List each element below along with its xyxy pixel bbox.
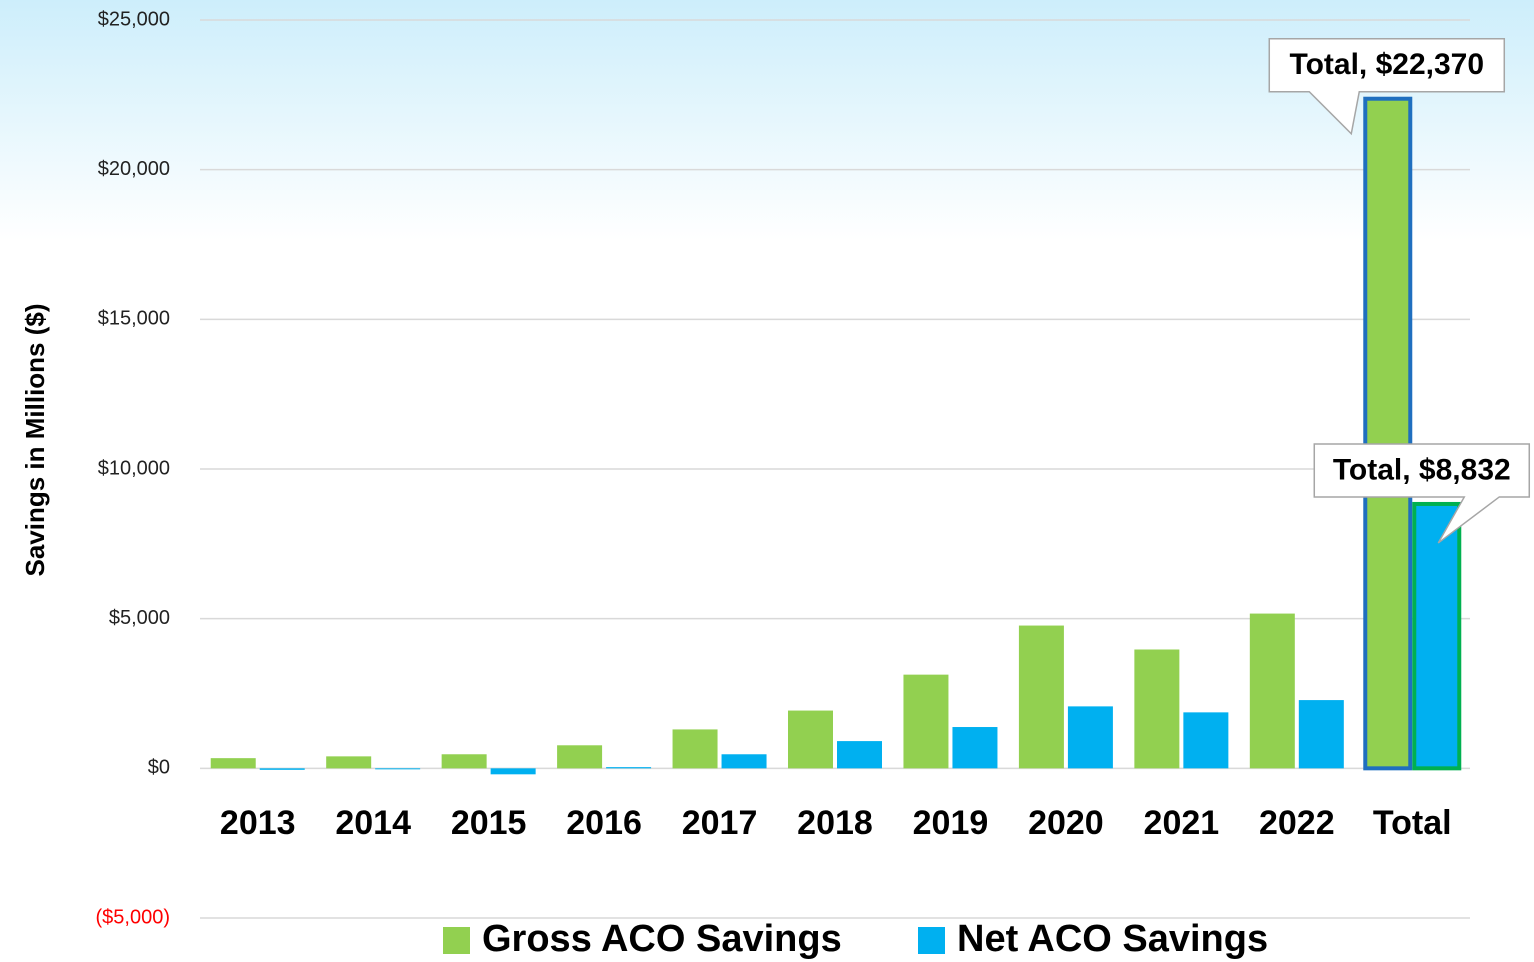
annotation: Total, $8,832: [1333, 453, 1511, 486]
bar: [1018, 625, 1064, 769]
bar: [375, 768, 421, 770]
bar: [1298, 700, 1344, 769]
y-tick-label: $10,000: [98, 457, 170, 479]
annotation: Total, $22,370: [1289, 48, 1484, 81]
bar: [1183, 712, 1229, 769]
legend-swatch: [443, 927, 470, 954]
callout: [1313, 443, 1531, 544]
x-tick-label: 2013: [220, 804, 296, 842]
bar: [721, 754, 767, 769]
y-tick-label: $25,000: [98, 8, 170, 30]
y-tick-label: $0: [148, 757, 170, 779]
bar: [490, 768, 536, 775]
x-tick-label: 2015: [451, 804, 527, 842]
bar: [788, 710, 833, 769]
bar: [557, 745, 603, 769]
bar: [952, 727, 998, 769]
y-axis-label: Savings in Millions ($): [20, 303, 50, 576]
bar: [606, 767, 652, 769]
x-tick-label: 2020: [1028, 804, 1104, 842]
x-tick-label: 2017: [682, 804, 758, 842]
bar: [672, 729, 718, 769]
x-tick-label: 2022: [1259, 804, 1335, 842]
x-tick-label: 2021: [1144, 804, 1220, 842]
bar: [259, 768, 305, 770]
bar: [1249, 613, 1295, 769]
y-tick-label: ($5,000): [96, 906, 171, 928]
bar: [1134, 649, 1180, 769]
y-tick-label: $15,000: [98, 308, 170, 330]
x-tick-label: Total: [1373, 804, 1452, 842]
bar: [441, 754, 487, 769]
y-tick-label: $5,000: [109, 607, 170, 629]
bar: [903, 674, 949, 769]
bar: [1067, 706, 1113, 769]
bar: [837, 741, 882, 769]
bar: [210, 758, 256, 769]
callout: [1268, 37, 1506, 136]
x-tick-label: 2018: [797, 804, 873, 842]
legend-label: Gross ACO Savings: [482, 918, 842, 960]
bar: [1363, 96, 1413, 771]
y-tick-label: $20,000: [98, 158, 170, 180]
bar: [326, 756, 372, 769]
legend-swatch: [918, 927, 945, 954]
legend-label: Net ACO Savings: [957, 918, 1268, 960]
bar: [1412, 501, 1462, 771]
x-tick-label: 2014: [335, 804, 411, 842]
x-tick-label: 2016: [566, 804, 642, 842]
x-tick-label: 2019: [913, 804, 989, 842]
